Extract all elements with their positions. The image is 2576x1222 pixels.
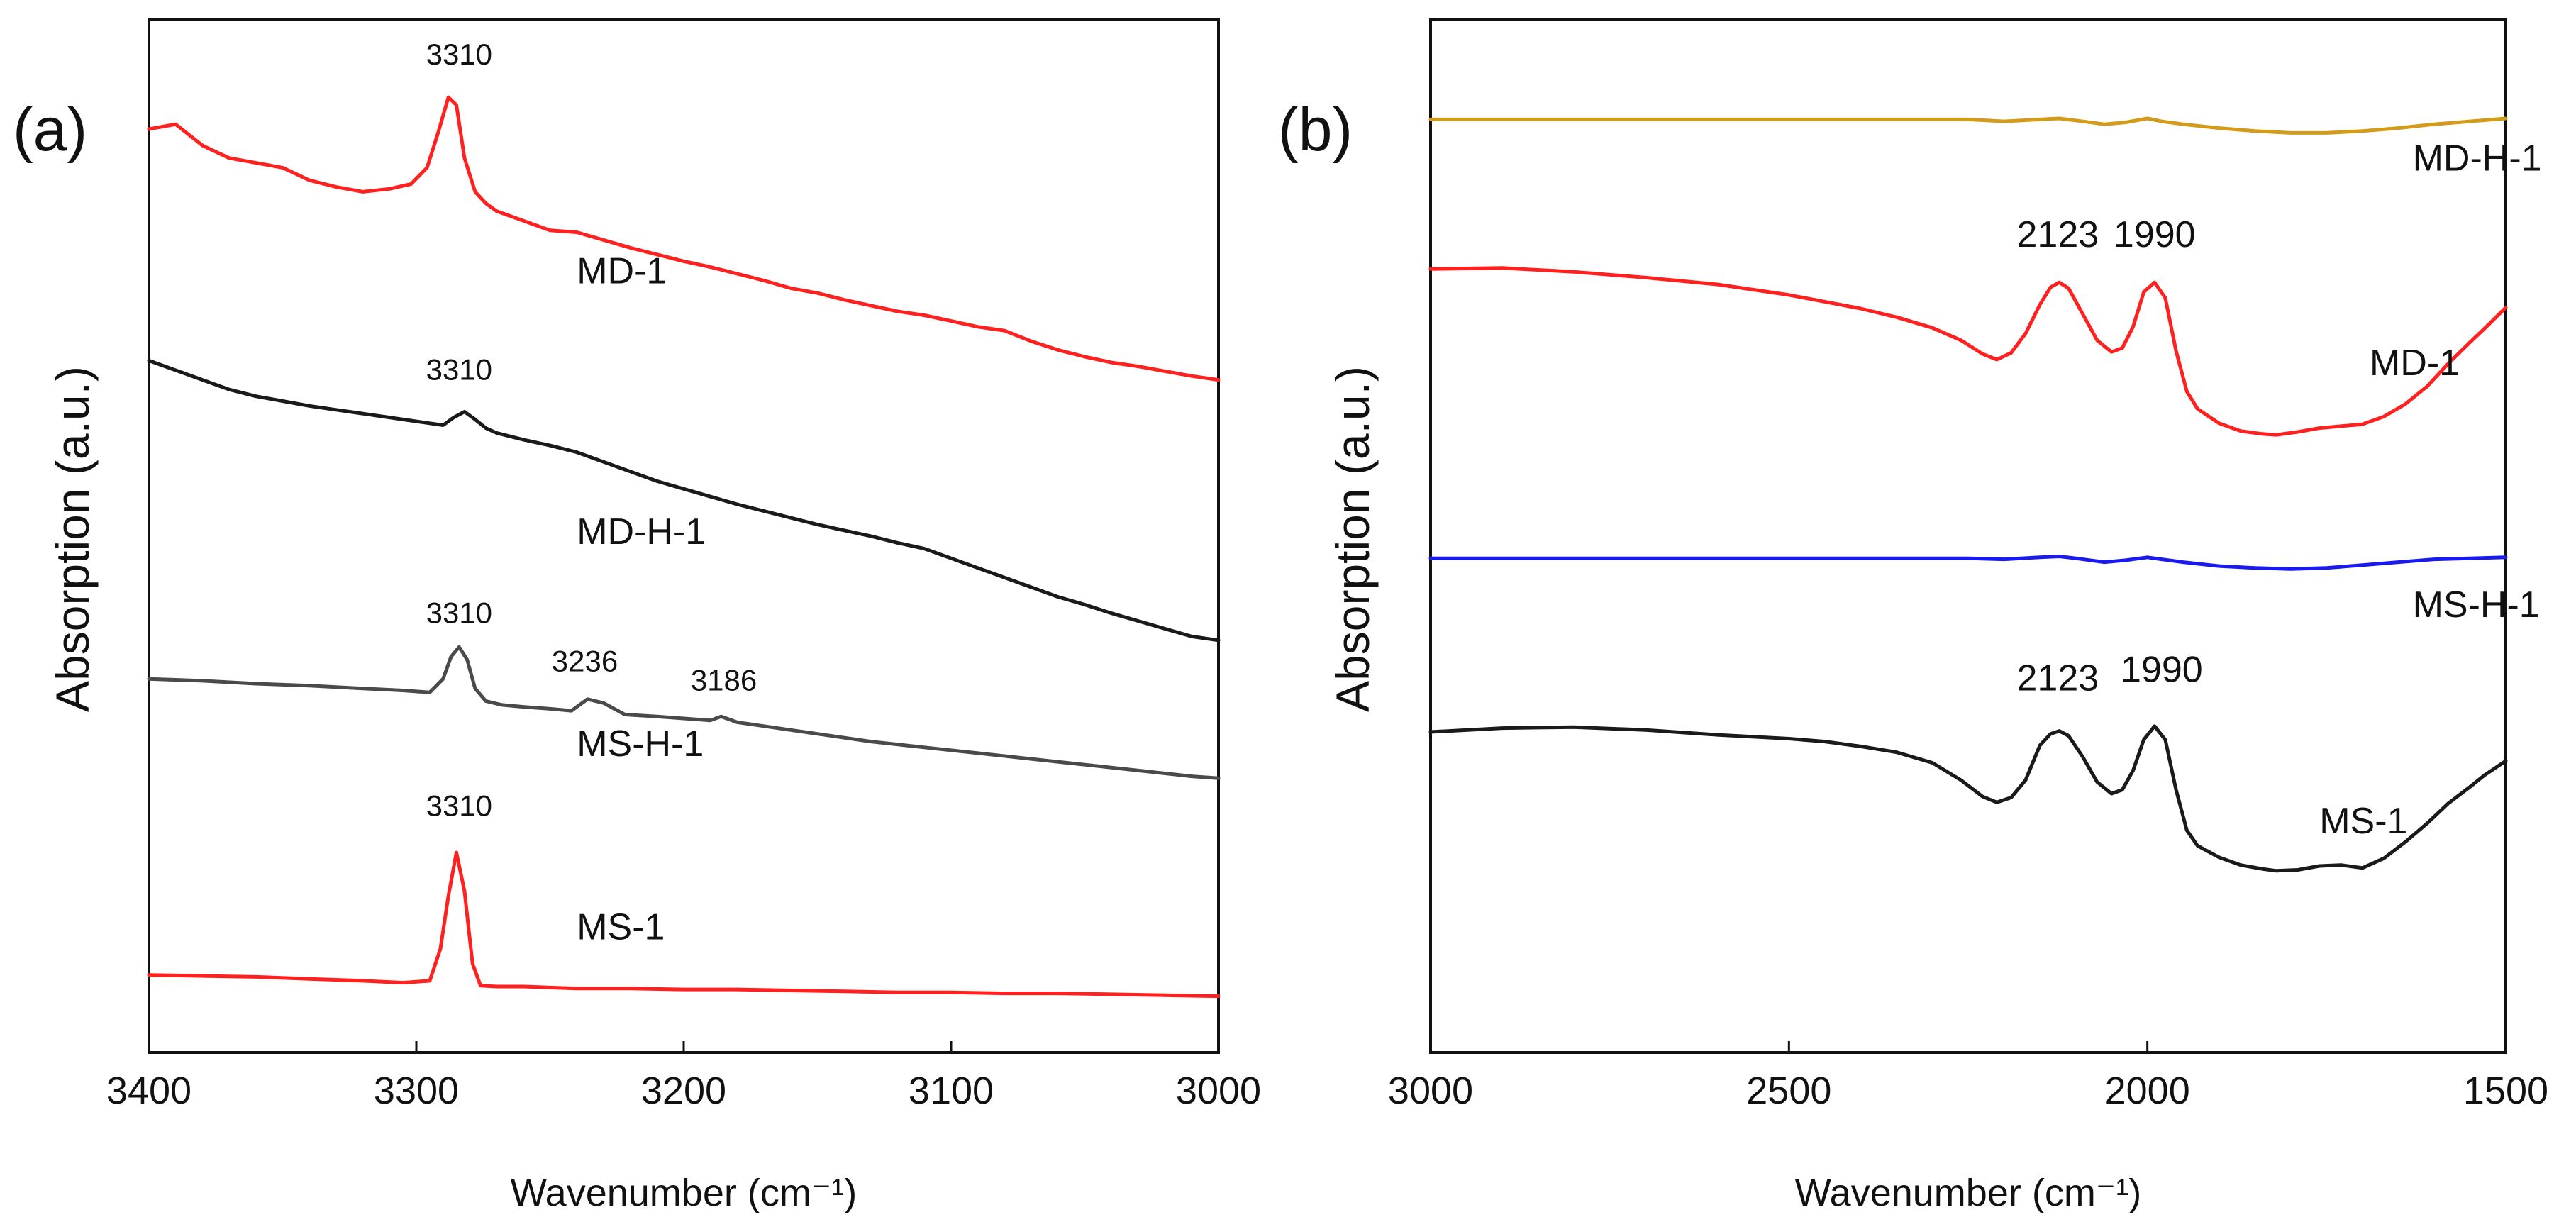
x-tick-label: 1500 [2463,1070,2548,1112]
x-ticks-b: 3000 2500 2000 1500 [1388,1041,2548,1112]
plot-area-frame-b [1429,18,2507,1054]
panel-b: (b) 3000 2500 2000 1500 MD-H-1 MD-1 MS-H-1 MS-… [1278,18,2548,1214]
series-line-ms-1 [147,850,1221,999]
series-label-md-1: MD-1 [577,251,667,292]
peak-label: 2123 [2016,658,2099,699]
peak-label: 1990 [2121,649,2203,690]
x-tick-label: 3100 [909,1070,994,1112]
series-line-md-1 [147,95,1221,382]
series-line-md-h-1 [147,358,1221,643]
series-label-ms-1: MS-1 [577,906,665,948]
x-ticks-a: 3400 3300 3200 3100 3000 [106,1041,1261,1112]
x-tick-label: 3000 [1388,1070,1473,1112]
peak-label: 1990 [2114,214,2196,255]
y-axis-title-a: Absorption (a.u.) [46,366,99,712]
series-group-b [1428,116,2508,873]
x-tick-label: 3400 [106,1070,191,1112]
series-line-ms-1 [1428,724,2508,873]
peak-label: 3310 [426,38,492,71]
series-labels-a: MD-1 MD-H-1 MS-H-1 MS-1 [577,251,706,948]
series-label-md-h-1: MD-H-1 [2413,138,2542,179]
panel-a: (a) 3400 3300 3200 3100 3000 MD-1 MD-H-1 MS-H-… [13,18,1261,1214]
series-line-md-h-1 [1428,116,2508,135]
series-labels-b: MD-H-1 MD-1 MS-H-1 MS-1 [2319,138,2541,841]
panel-label-b: (b) [1278,96,1353,164]
series-label-md-1: MD-1 [2370,343,2460,384]
series-line-ms-h-1 [1428,555,2508,571]
x-axis-title-b: Wavenumber (cm⁻¹) [1795,1172,2142,1214]
series-label-ms-1: MS-1 [2319,801,2407,842]
x-axis-title-a: Wavenumber (cm⁻¹) [511,1172,857,1214]
x-tick-label: 2000 [2105,1070,2190,1112]
x-tick-label: 3000 [1176,1070,1261,1112]
series-group-a [147,95,1221,999]
peak-label: 3186 [691,664,757,697]
x-tick-label: 2500 [1746,1070,1831,1112]
peak-label: 2123 [2016,214,2099,255]
peak-annotations-a: 3310 3310 3310 3236 3186 3310 [426,38,757,822]
x-tick-label: 3200 [641,1070,726,1112]
peak-label: 3310 [426,596,492,629]
series-line-ms-h-1 [147,645,1221,780]
x-tick-label: 3300 [374,1070,459,1112]
peak-label: 3310 [426,789,492,822]
series-label-ms-h-1: MS-H-1 [577,723,704,765]
peak-label: 3236 [552,644,618,677]
series-line-md-1 [1428,266,2508,437]
peak-annotations-b: 2123 1990 2123 1990 [2016,214,2202,699]
y-axis-title-b: Absorption (a.u.) [1326,366,1379,712]
peak-label: 3310 [426,353,492,387]
panel-label-a: (a) [13,96,87,164]
series-label-md-h-1: MD-H-1 [577,511,706,552]
series-label-ms-h-1: MS-H-1 [2413,584,2540,626]
